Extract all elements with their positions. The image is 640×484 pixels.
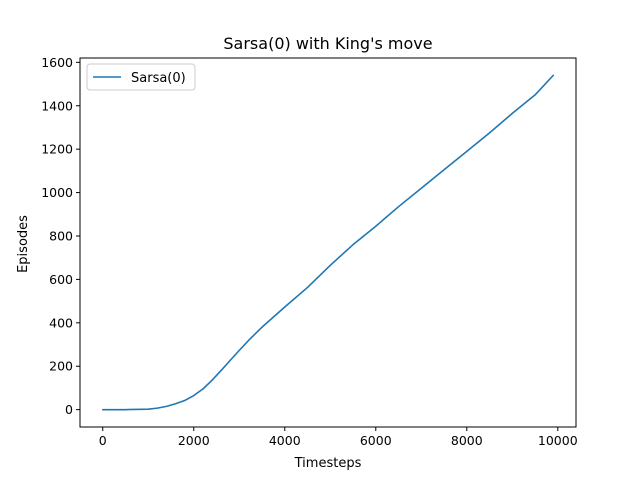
- legend-label: Sarsa(0): [131, 71, 186, 86]
- x-axis-label: Timesteps: [294, 456, 362, 471]
- y-tick-label: 600: [49, 272, 73, 287]
- axes-frame: [79, 57, 577, 428]
- x-tick-label: 4000: [269, 433, 301, 448]
- legend-box: [86, 63, 196, 91]
- plot-area: [101, 74, 555, 411]
- axis-ticks: 0 2000 4000 6000 8000 10000 0 200 400 600 800 1000 1…: [41, 55, 578, 448]
- x-tick-label: 2000: [178, 433, 210, 448]
- x-tick-label: 10000: [538, 433, 578, 448]
- y-tick-label: 400: [49, 315, 73, 330]
- y-axis-label: Episodes: [16, 215, 31, 273]
- y-tick-label: 1600: [41, 55, 73, 70]
- y-tick-label: 1400: [41, 98, 73, 113]
- x-tick-label: 6000: [360, 433, 392, 448]
- y-tick-label: 0: [65, 402, 73, 417]
- y-tick-label: 200: [49, 359, 73, 374]
- chart-title: Sarsa(0) with King's move: [223, 34, 432, 53]
- series-line-0: [101, 74, 555, 411]
- x-tick-label: 0: [99, 433, 107, 448]
- y-tick-label: 1000: [41, 185, 73, 200]
- legend: Sarsa(0): [86, 63, 196, 91]
- y-tick-label: 800: [49, 228, 73, 243]
- x-tick-label: 8000: [451, 433, 483, 448]
- y-tick-label: 1200: [41, 142, 73, 157]
